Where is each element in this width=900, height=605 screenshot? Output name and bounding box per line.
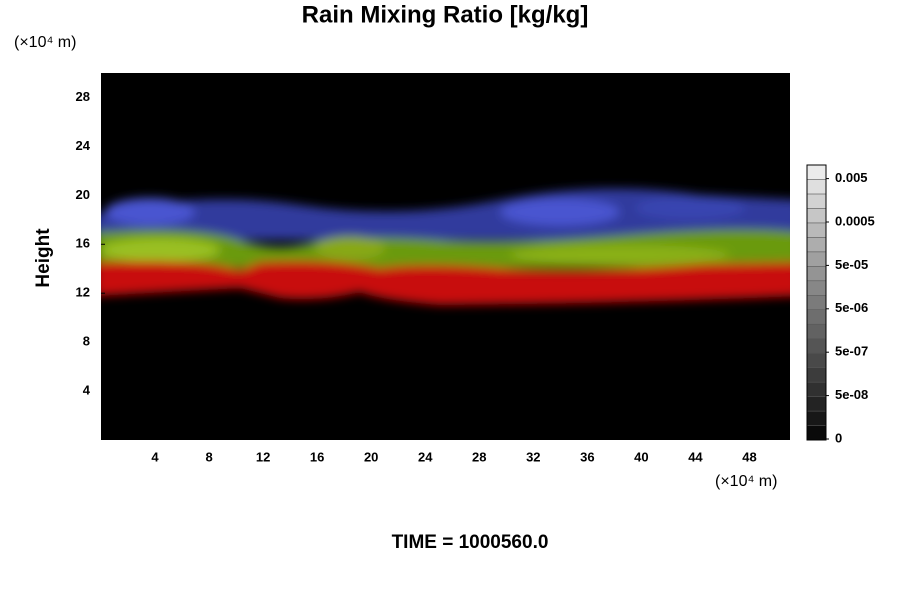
colorbar-level (806, 410, 827, 426)
colorbar-level (806, 425, 827, 441)
colorbar-level (806, 164, 827, 180)
field (101, 188, 790, 305)
blue-band (101, 188, 790, 240)
x-tick-label: 24 (418, 449, 433, 464)
blue-patch (635, 196, 745, 220)
colorbar-level (806, 266, 827, 282)
colorbar-level (806, 367, 827, 383)
y-tick-label: 4 (83, 383, 91, 398)
colorbar-tick-label: 5e-05 (835, 257, 868, 272)
colorbar-level (806, 251, 827, 267)
x-tick-label: 48 (742, 449, 756, 464)
time-label: TIME = 1000560.0 (392, 532, 549, 553)
colorbar-level (806, 222, 827, 238)
chart-title: Rain Mixing Ratio [kg/kg] (302, 1, 589, 28)
y-tick-label: 20 (76, 187, 90, 202)
colorbar-tick-label: 5e-07 (835, 344, 868, 359)
colorbar-level (806, 208, 827, 224)
colorbar-level (806, 381, 827, 397)
plot-area (101, 73, 790, 440)
green-patch (510, 245, 730, 265)
y-tick-label: 12 (76, 285, 90, 300)
colorbar-level (806, 338, 827, 354)
colorbar-tick-label: 0 (835, 430, 842, 445)
x-tick-label: 28 (472, 449, 486, 464)
blue-patch (500, 198, 620, 226)
x-tick-label: 32 (526, 449, 540, 464)
x-tick-label: 40 (634, 449, 648, 464)
blue-patch (105, 198, 195, 226)
colorbar-level (806, 352, 827, 368)
colorbar-tick-label: 5e-08 (835, 387, 868, 402)
colorbar-level (806, 396, 827, 412)
colorbar-level (806, 237, 827, 253)
red-band (101, 260, 790, 305)
x-tick-label: 4 (151, 449, 159, 464)
x-tick-label: 44 (688, 449, 703, 464)
colorbar-frame (806, 164, 827, 441)
colorbar-level (806, 193, 827, 209)
y-unit: (×10⁴ m) (14, 34, 76, 51)
y-tick-label: 28 (76, 89, 90, 104)
y-tick-label: 8 (83, 334, 90, 349)
colorbar-level (806, 309, 827, 325)
y-tick-label: 24 (76, 138, 91, 153)
x-tick-label: 16 (310, 449, 324, 464)
y-axis-label: Height (33, 228, 54, 288)
x-tick-label: 8 (205, 449, 212, 464)
x-unit: (×10⁴ m) (715, 473, 777, 490)
colorbar-tick-label: 0.005 (835, 170, 868, 185)
x-tick-label: 12 (256, 449, 270, 464)
colorbar-level (806, 323, 827, 339)
colorbar-tick-label: 5e-06 (835, 300, 868, 315)
y-tick-label: 16 (76, 236, 90, 251)
colorbar-level (806, 280, 827, 296)
colorbar-level (806, 179, 827, 195)
green-patch (315, 236, 385, 260)
x-tick-label: 36 (580, 449, 594, 464)
colorbar-level (806, 295, 827, 310)
x-tick-label: 20 (364, 449, 378, 464)
green-patch (101, 238, 220, 262)
colorbar: 0 5e-08 5e-07 5e-06 5e-05 0.0005 0.005 (806, 164, 875, 445)
colorbar-tick-label: 0.0005 (835, 213, 875, 228)
